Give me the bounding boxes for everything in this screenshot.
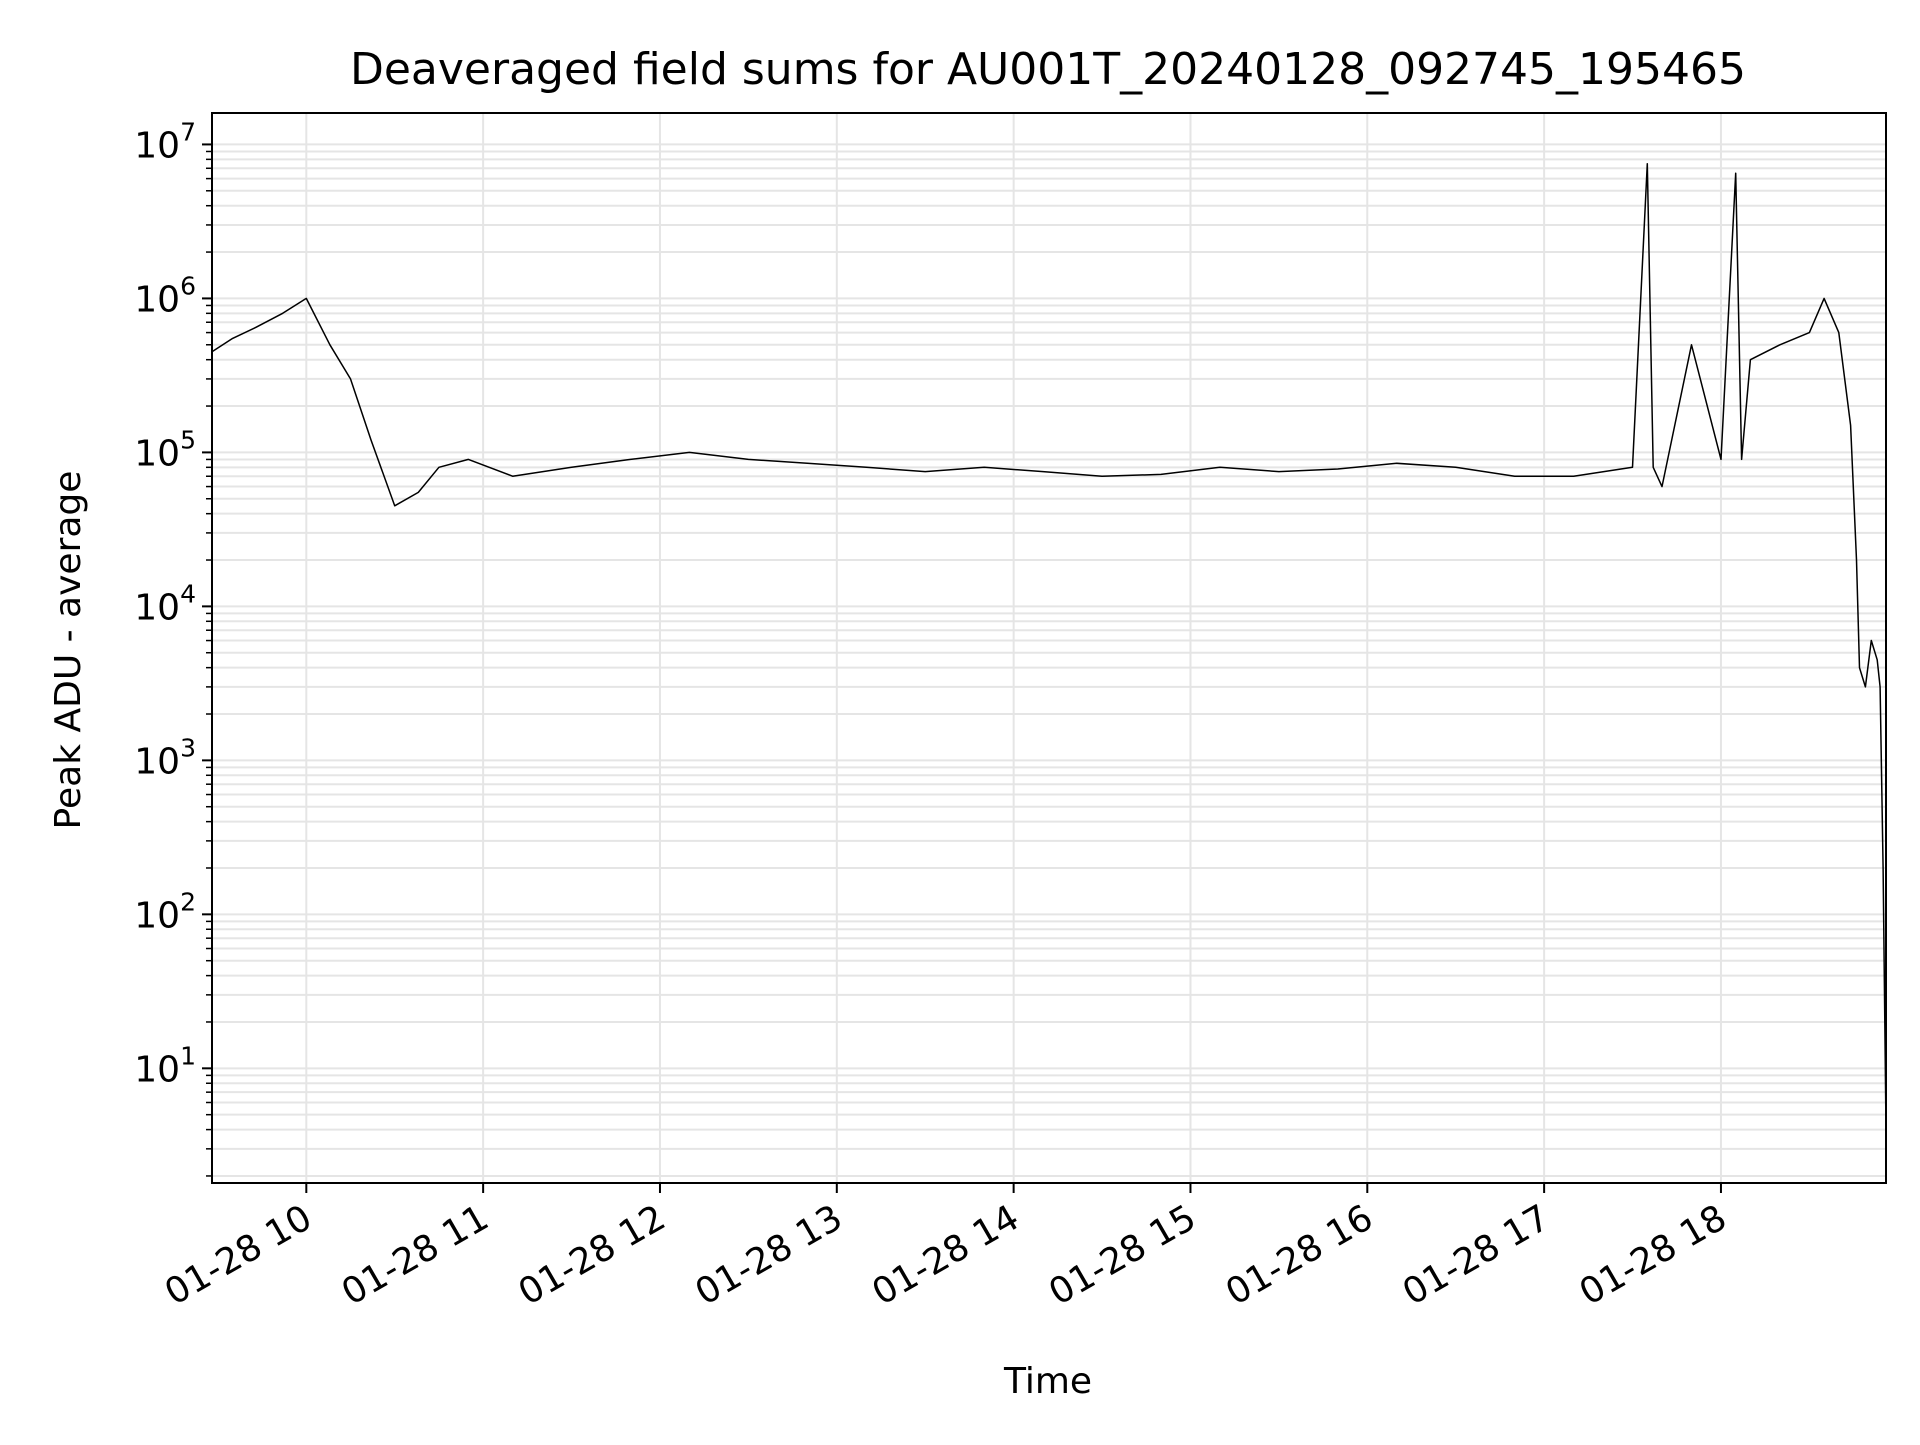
y-axis: 101 102 103 104 105 106 107	[134, 117, 212, 1177]
major-gridlines	[212, 113, 1886, 1183]
series-layer	[211, 162, 1887, 1130]
chart-title: Deaveraged field sums for AU001T_2024012…	[350, 44, 1746, 95]
x-axis-label: Time	[1003, 1361, 1092, 1402]
y-axis-label: Peak ADU - average	[48, 471, 89, 830]
series-line	[211, 162, 1887, 1130]
y-tick-label: 105	[134, 425, 196, 474]
minor-gridlines	[212, 150, 1886, 1177]
y-tick-label: 106	[134, 271, 196, 320]
y-tick-label: 103	[134, 733, 196, 782]
y-tick-label: 104	[134, 579, 196, 628]
plot-area-frame	[211, 112, 1887, 1184]
y-tick-label: 107	[134, 117, 196, 166]
y-tick-label: 101	[134, 1041, 196, 1090]
y-tick-label: 102	[134, 887, 196, 936]
